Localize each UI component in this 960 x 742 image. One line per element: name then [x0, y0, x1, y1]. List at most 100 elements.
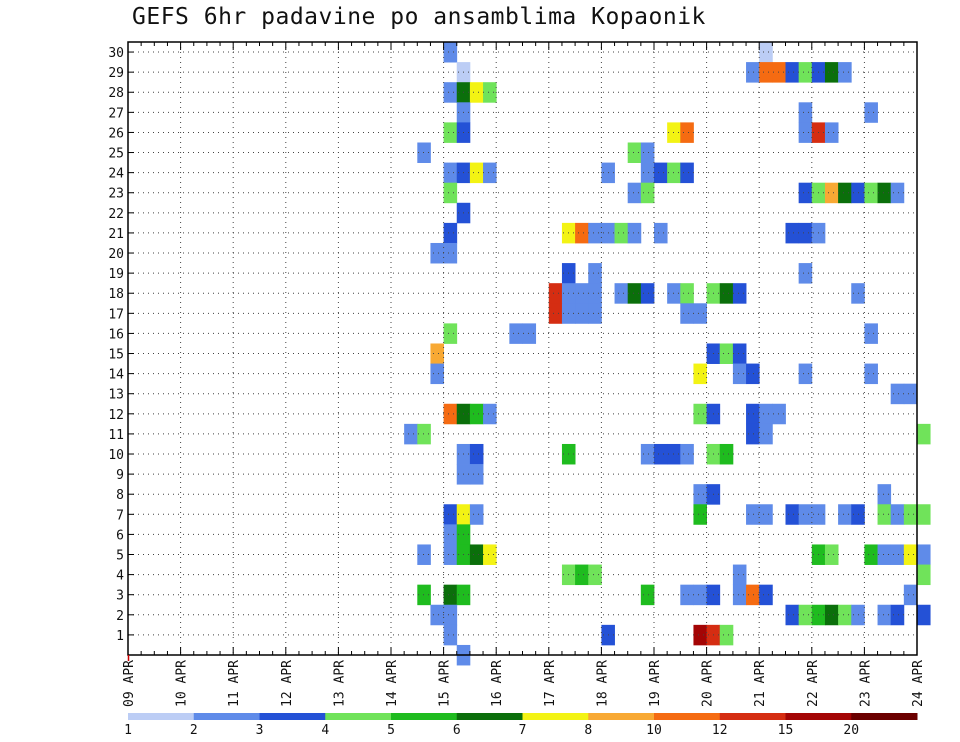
precip-cell	[417, 544, 431, 565]
precip-cell	[443, 82, 458, 103]
precip-cell	[430, 343, 444, 364]
precip-cell	[746, 584, 760, 606]
precip-cell	[732, 584, 747, 606]
precip-cell	[627, 182, 642, 204]
colorbar-swatch	[785, 713, 852, 720]
precip-cell	[798, 182, 813, 204]
x-tick-label: 14 APR	[385, 660, 400, 707]
precip-cell	[877, 544, 892, 565]
precip-cell	[548, 283, 563, 304]
precip-cell	[693, 363, 707, 385]
precip-cell	[443, 42, 458, 63]
precip-cell	[548, 303, 563, 324]
y-tick-label: 24	[108, 167, 124, 182]
y-tick-label: 10	[108, 448, 124, 463]
y-tick-label: 23	[108, 187, 124, 202]
y-tick-label: 21	[108, 227, 124, 242]
y-tick-label: 9	[116, 468, 124, 483]
precip-cell	[640, 443, 655, 465]
colorbar-swatch	[391, 713, 458, 720]
precip-cell	[640, 162, 655, 184]
precip-cell	[719, 343, 734, 364]
precip-cell	[693, 484, 707, 505]
y-tick-label: 19	[108, 267, 124, 282]
precip-cell	[443, 182, 458, 204]
colorbar-swatch	[128, 713, 195, 720]
colorbar: 1 2 3 4 5 6 7 8 10 12 15 20	[124, 713, 918, 738]
colorbar-swatch	[851, 713, 918, 720]
precip-cell	[417, 584, 431, 606]
precip-cell	[746, 504, 760, 525]
precip-cell	[693, 584, 707, 606]
precip-cell	[640, 182, 655, 204]
colorbar-label: 1	[124, 723, 132, 738]
y-tick-label: 6	[116, 528, 124, 543]
precip-cell	[443, 162, 458, 184]
precip-cell	[469, 464, 484, 485]
precip-cell	[443, 504, 458, 525]
precip-cell	[404, 423, 418, 445]
precip-cell	[838, 182, 852, 204]
precip-cell	[798, 504, 813, 525]
precip-cell	[732, 283, 747, 304]
precip-cell	[430, 363, 444, 385]
precip-cell	[443, 624, 458, 646]
x-tick-label: 17 APR	[543, 660, 558, 707]
colorbar-label: 10	[646, 723, 662, 738]
precip-cell	[522, 323, 537, 344]
precip-cell	[469, 443, 484, 465]
precip-cell	[824, 182, 839, 204]
precip-cell	[693, 403, 707, 425]
precip-cell	[838, 504, 852, 525]
precip-cell	[798, 222, 813, 244]
precip-cell	[614, 283, 629, 304]
precip-cell	[627, 142, 642, 163]
precip-cell	[772, 62, 786, 83]
precip-cell	[903, 584, 918, 606]
precip-cell	[430, 604, 444, 626]
precip-cell	[680, 122, 694, 143]
precip-cell	[719, 283, 734, 304]
y-tick-label: 25	[108, 147, 124, 162]
precip-cell	[588, 263, 602, 284]
precip-cell	[798, 363, 813, 385]
y-tick-label: 13	[108, 388, 124, 403]
colorbar-label: 4	[321, 723, 329, 738]
precip-cell	[654, 443, 668, 465]
precip-cell	[759, 423, 773, 445]
precip-cell	[443, 323, 458, 344]
precip-cell	[614, 222, 629, 244]
colorbar-label: 6	[453, 723, 461, 738]
precip-cell	[719, 443, 734, 465]
y-tick-label: 18	[108, 287, 124, 302]
precip-cell	[864, 323, 878, 344]
colorbar-swatch	[456, 713, 523, 720]
x-tick-label: 18 APR	[595, 660, 610, 707]
y-tick-label: 5	[116, 549, 124, 564]
precip-cell	[890, 604, 905, 626]
precip-cell	[654, 162, 668, 184]
precip-cell	[680, 303, 694, 324]
precip-cell	[798, 102, 813, 123]
precip-cell	[824, 544, 839, 565]
precip-cell	[417, 142, 431, 163]
colorbar-label: 20	[843, 723, 859, 738]
precip-cell	[443, 122, 458, 143]
precip-cell	[838, 604, 852, 626]
colorbar-label: 2	[190, 723, 198, 738]
precip-cell	[759, 42, 773, 63]
y-axis: 1234567891011121314151617181920212223242…	[108, 46, 134, 644]
precip-cell	[864, 544, 878, 565]
y-tick-label: 15	[108, 348, 124, 363]
precip-cell	[798, 62, 813, 83]
y-tick-label: 28	[108, 86, 124, 101]
precip-cell	[443, 222, 458, 244]
precip-cell	[877, 182, 892, 204]
x-tick-label: 10 APR	[175, 660, 190, 707]
precip-cell	[588, 564, 602, 586]
precip-cell	[680, 443, 694, 465]
precip-cell	[654, 222, 668, 244]
y-tick-label: 27	[108, 106, 124, 121]
precip-cell	[469, 162, 484, 184]
